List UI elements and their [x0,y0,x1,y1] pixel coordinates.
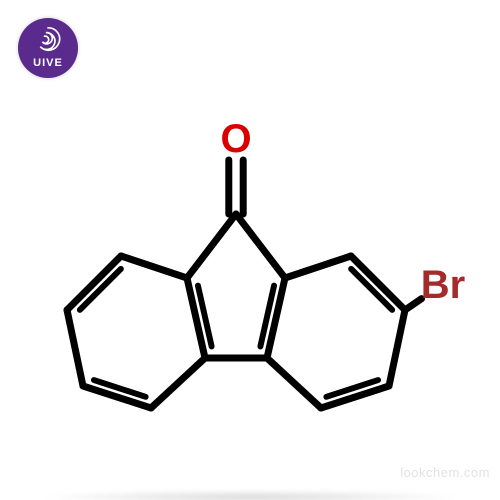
spiral-icon [34,25,62,53]
oxygen-atom-label: O [220,117,251,161]
bromine-atom-label: Br [421,263,465,307]
source-watermark: lookchem.com [400,465,490,480]
image-canvas: UIVE O Br lookchem.com [0,0,500,500]
brand-logo-text: UIVE [18,57,78,69]
molecule-structure: O Br [35,110,465,430]
brand-logo: UIVE [18,18,78,78]
product-shadow [35,490,465,500]
